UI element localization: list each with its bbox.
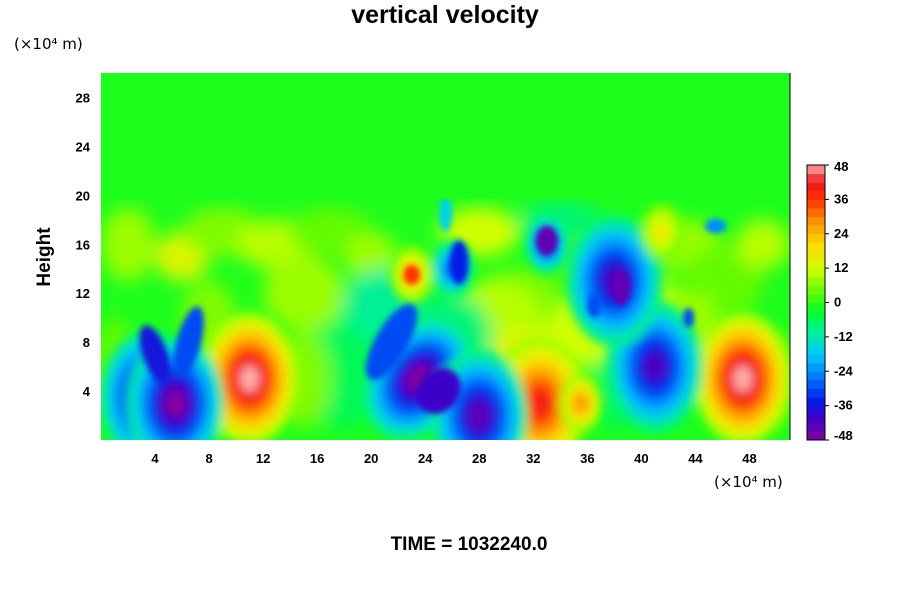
colorbar-segment (807, 345, 825, 355)
colorbar-segment (807, 405, 825, 415)
colorbar-segment (807, 422, 825, 432)
colorbar-segment (807, 319, 825, 329)
colorbar-segment (807, 207, 825, 218)
contour-shell (239, 365, 260, 393)
colorbar-segment (807, 233, 825, 243)
x-tick-label: 36 (580, 451, 594, 466)
colorbar-segment (807, 311, 825, 321)
colorbar-segment (807, 354, 825, 364)
colorbar-segment (807, 371, 825, 381)
colorbar-segment (807, 165, 825, 175)
colorbar-tick-label: -12 (834, 329, 853, 344)
colorbar-segment (807, 336, 825, 346)
x-tick-label: 24 (418, 451, 433, 466)
colorbar (806, 164, 826, 441)
colorbar-segment (807, 388, 825, 398)
x-tick-label: 48 (742, 451, 756, 466)
x-tick-label: 20 (364, 451, 378, 466)
x-tick-label: 8 (205, 451, 212, 466)
streak-cell (536, 225, 558, 256)
x-tick-label: 4 (151, 451, 159, 466)
colorbar-segment (807, 431, 825, 441)
colorbar-tick-label: 48 (834, 159, 848, 174)
contour-shell (657, 226, 666, 238)
contour-shell (165, 390, 186, 417)
colorbar-segment (807, 173, 825, 183)
colorbar-tick-label: 36 (834, 191, 848, 206)
x-tick-label: 12 (256, 451, 270, 466)
x-tick-label: 40 (634, 451, 648, 466)
x-tick-label: 32 (526, 451, 540, 466)
colorbar-segment (807, 414, 825, 424)
streak-cell (173, 306, 204, 378)
colorbar-segment (807, 225, 825, 235)
streak-cell (704, 218, 727, 234)
contour-shell (576, 397, 585, 410)
colorbar-segment (807, 259, 825, 269)
colorbar-segment (807, 268, 825, 278)
x-tick-label: 28 (472, 451, 486, 466)
contour-shell (469, 402, 490, 429)
colorbar-segment (807, 362, 825, 372)
colorbar-segment (807, 302, 825, 312)
streak-cell (449, 240, 469, 285)
contour-field (101, 73, 790, 440)
chart-title: vertical velocity (351, 1, 539, 29)
y-tick-label: 24 (76, 139, 91, 154)
fluctuation-cell (735, 219, 790, 269)
streak-cell (139, 325, 171, 384)
x-unit-label: (×10⁴ m) (714, 473, 783, 491)
colorbar-tick-label: -48 (834, 428, 853, 443)
colorbar-tick-label: 0 (834, 295, 841, 310)
contour-shell (732, 365, 753, 393)
fluctuation-cell (101, 207, 156, 281)
y-tick-label: 4 (83, 384, 91, 399)
streak-cell (365, 304, 418, 381)
colorbar-segment (807, 397, 825, 407)
colorbar-segment (807, 182, 825, 192)
time-label: TIME = 1032240.0 (391, 534, 548, 555)
colorbar-tick-label: 24 (834, 226, 849, 241)
colorbar-tick-labels: 48 36 24 12 0 -12 -24 -36 -48 (825, 159, 854, 443)
y-tick-labels: 4 8 12 16 20 24 28 (76, 90, 91, 399)
streak-layer (139, 195, 727, 414)
colorbar-segment (807, 328, 825, 338)
colorbar-tick-label: -36 (834, 398, 853, 413)
fluctuation-cell (263, 256, 345, 330)
contour-shell (645, 353, 665, 380)
colorbar-segment (807, 190, 825, 200)
colorbar-segment (807, 293, 825, 303)
colorbar-segment (807, 250, 825, 261)
colorbar-segment (807, 285, 825, 295)
streak-cell (438, 195, 453, 233)
colorbar-segment (807, 199, 825, 209)
y-tick-label: 28 (76, 90, 90, 105)
y-tick-label: 20 (76, 188, 90, 203)
x-tick-label: 16 (310, 451, 324, 466)
colorbar-tick-label: 12 (834, 260, 848, 275)
streak-cell (416, 368, 461, 414)
y-tick-label: 16 (76, 237, 90, 252)
x-tick-label: 44 (688, 451, 703, 466)
y-tick-label: 12 (76, 286, 90, 301)
y-tick-label: 8 (83, 335, 90, 350)
y-unit-label: (×10⁴ m) (14, 35, 83, 53)
streak-cell (587, 293, 601, 318)
streak-cell (611, 268, 631, 306)
colorbar-tick-label: -24 (834, 363, 854, 378)
streak-cell (683, 307, 695, 328)
contour-shell (530, 390, 550, 417)
upper-layer (101, 73, 790, 200)
colorbar-segment (807, 242, 825, 252)
colorbar-segment (807, 216, 825, 226)
x-tick-labels: 4 8 12 16 20 24 28 32 36 40 44 48 (151, 451, 756, 466)
streak-cell (403, 265, 420, 285)
y-axis-label: Height (34, 227, 55, 287)
colorbar-segment (807, 276, 825, 286)
colorbar-segment (807, 379, 825, 389)
